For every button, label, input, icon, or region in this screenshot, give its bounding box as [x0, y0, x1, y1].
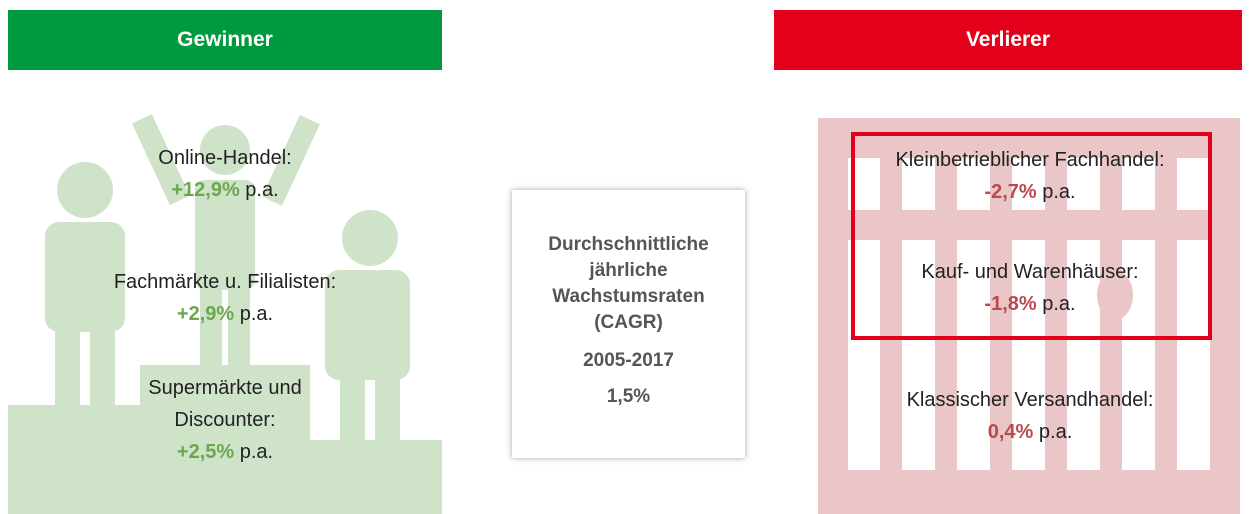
winner-item: Online-Handel: +12,9% p.a.: [100, 142, 350, 206]
value: -1,8%: [984, 293, 1036, 315]
rate: +2,9% p.a.: [75, 298, 375, 330]
loser-item: Kauf- und Warenhäuser: -1,8% p.a.: [855, 256, 1205, 320]
unit: p.a.: [240, 441, 273, 463]
value: +2,9%: [177, 303, 234, 325]
label: Kleinbetrieblicher Fachhandel:: [855, 144, 1205, 176]
cagr-title: Durchschnittliche jährliche Wachstumsrat…: [532, 232, 725, 336]
value: +12,9%: [171, 179, 239, 201]
rate: +12,9% p.a.: [100, 174, 350, 206]
loser-item: Kleinbetrieblicher Fachhandel: -2,7% p.a…: [855, 144, 1205, 208]
value: -2,7%: [984, 181, 1036, 203]
losers-header: Verlierer: [774, 10, 1242, 70]
label: Online-Handel:: [100, 142, 350, 174]
rate: -2,7% p.a.: [855, 176, 1205, 208]
value: 0,4%: [988, 421, 1034, 443]
loser-item: Klassischer Versandhandel: 0,4% p.a.: [855, 384, 1205, 448]
unit: p.a.: [1039, 421, 1072, 443]
label: Fachmärkte u. Filialisten:: [75, 266, 375, 298]
page: Gewinner Verlierer Online-Handel: +12,9%…: [0, 0, 1250, 514]
cagr-period: 2005-2017: [512, 350, 745, 372]
rate: +2,5% p.a.: [125, 436, 325, 468]
cagr-box: Durchschnittliche jährliche Wachstumsrat…: [512, 190, 745, 458]
rate: -1,8% p.a.: [855, 288, 1205, 320]
unit: p.a.: [245, 179, 278, 201]
rate: 0,4% p.a.: [855, 416, 1205, 448]
winners-header: Gewinner: [8, 10, 442, 70]
unit: p.a.: [1042, 293, 1075, 315]
winner-item: Fachmärkte u. Filialisten: +2,9% p.a.: [75, 266, 375, 330]
cagr-value: 1,5%: [512, 386, 745, 408]
value: +2,5%: [177, 441, 234, 463]
winner-item: Supermärkte und Discounter: +2,5% p.a.: [125, 372, 325, 468]
label: Supermärkte und Discounter:: [125, 372, 325, 436]
label: Klassischer Versandhandel:: [855, 384, 1205, 416]
unit: p.a.: [240, 303, 273, 325]
unit: p.a.: [1042, 181, 1075, 203]
label: Kauf- und Warenhäuser:: [855, 256, 1205, 288]
